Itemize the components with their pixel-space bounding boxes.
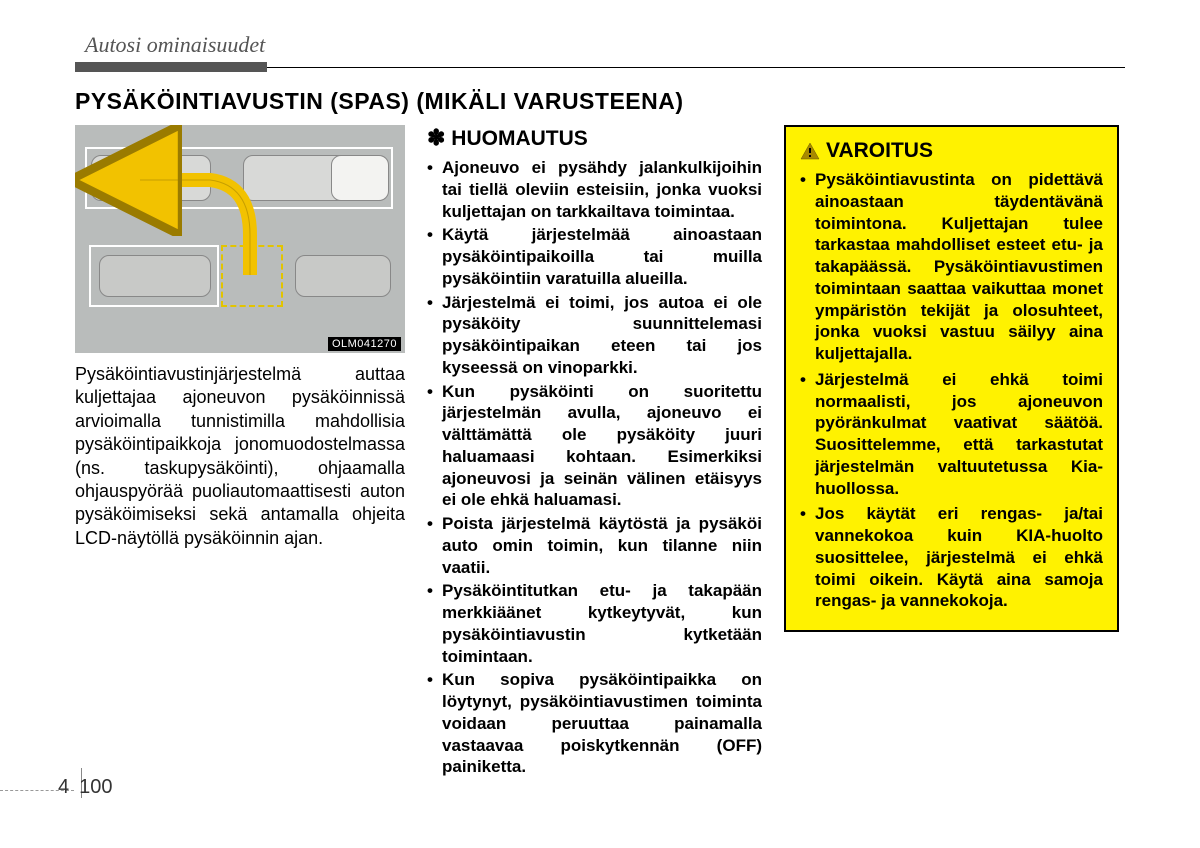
notice-asterisk-icon: ✽: [427, 125, 445, 150]
footer-page-numbers: 4 100: [58, 776, 113, 799]
column-middle: ✽ HUOMAUTUS Ajoneuvo ei pysähdy jalankul…: [427, 125, 762, 780]
warning-triangle-icon: [800, 142, 820, 160]
column-left: OLM041270 Pysäköintiavustinjärjestelmä a…: [75, 125, 405, 780]
column-right: VAROITUS Pysäköintiavustinta on pidettäv…: [784, 125, 1119, 780]
notice-item: Järjestelmä ei toimi, jos autoa ei ole p…: [427, 292, 762, 379]
page-footer: 4 100: [0, 790, 1200, 820]
warning-heading-text: VAROITUS: [826, 139, 933, 163]
notice-list: Ajoneuvo ei pysähdy jalankulkijoihin tai…: [427, 157, 762, 778]
page-header: Autosi ominaisuudet: [75, 32, 1125, 74]
notice-heading: ✽ HUOMAUTUS: [427, 125, 762, 151]
parking-diagram: OLM041270: [75, 125, 405, 353]
warning-heading: VAROITUS: [800, 139, 1103, 163]
header-rule-thin: [267, 67, 1125, 68]
warning-item: Järjestelmä ei ehkä toimi normaalisti, j…: [800, 369, 1103, 500]
warning-item: Pysäköintiavustinta on pidettävä ainoast…: [800, 169, 1103, 365]
main-heading: PYSÄKÖINTIAVUSTIN (SPAS) (MIKÄLI VARUSTE…: [75, 88, 1125, 115]
diagram-code: OLM041270: [328, 337, 401, 351]
notice-item: Pysäköintitutkan etu- ja takapään merkki…: [427, 580, 762, 667]
notice-item: Ajoneuvo ei pysähdy jalankulkijoihin tai…: [427, 157, 762, 222]
diagram-arrow: [75, 125, 405, 353]
content-columns: OLM041270 Pysäköintiavustinjärjestelmä a…: [75, 125, 1125, 780]
footer-chapter: 4: [58, 776, 69, 799]
header-rule: [75, 60, 1125, 74]
notice-item: Poista järjestelmä käytöstä ja pysäköi a…: [427, 513, 762, 578]
warning-item: Jos käytät eri rengas- ja/tai vannekokoa…: [800, 503, 1103, 612]
footer-page: 100: [79, 776, 112, 799]
section-title: Autosi ominaisuudet: [75, 32, 1125, 58]
intro-paragraph: Pysäköintiavustinjärjestelmä auttaa kulj…: [75, 363, 405, 550]
header-rule-thick: [75, 62, 267, 72]
notice-item: Kun sopiva pysäköintipaikka on löytynyt,…: [427, 669, 762, 778]
notice-item: Käytä järjestelmää ainoastaan pysäköinti…: [427, 224, 762, 289]
warning-list: Pysäköintiavustinta on pidettävä ainoast…: [800, 169, 1103, 612]
warning-box: VAROITUS Pysäköintiavustinta on pidettäv…: [784, 125, 1119, 632]
notice-item: Kun pysäköinti on suoritettu järjestelmä…: [427, 381, 762, 512]
notice-heading-text: HUOMAUTUS: [451, 127, 588, 150]
